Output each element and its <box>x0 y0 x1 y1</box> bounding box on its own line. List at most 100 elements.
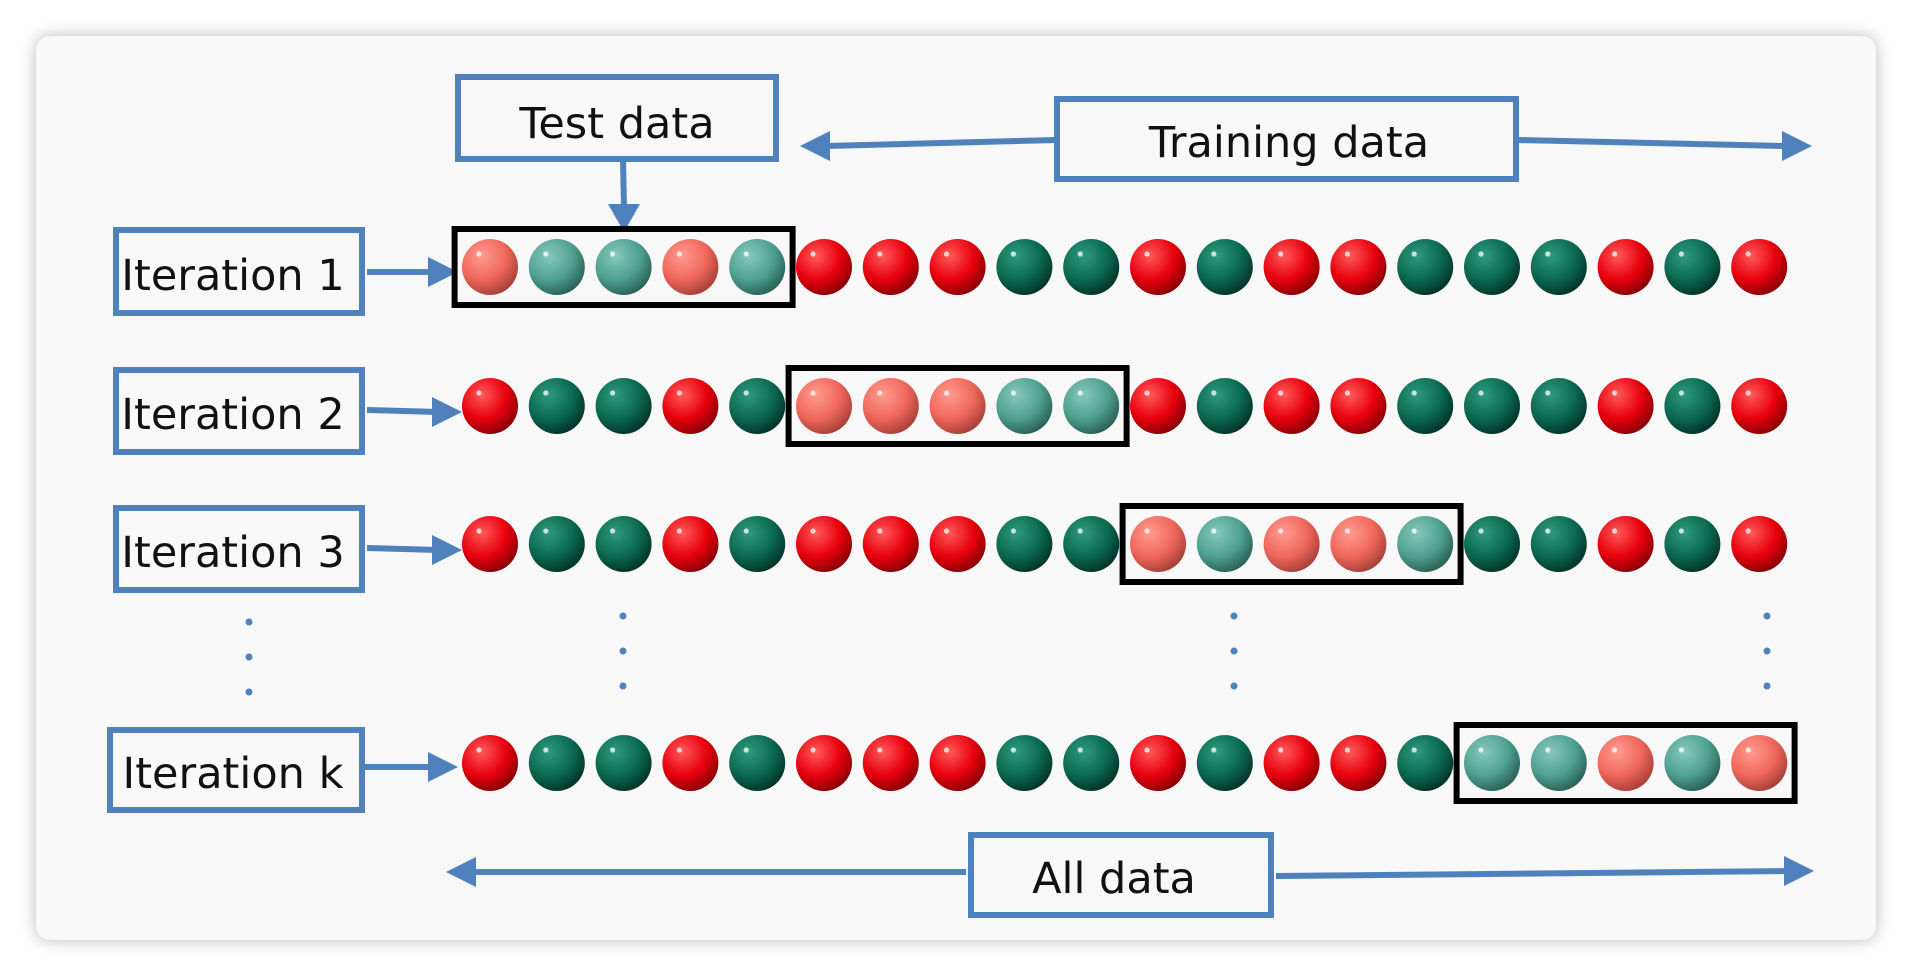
ball-highlight <box>1144 390 1150 396</box>
train-red-ball <box>1597 239 1654 295</box>
ball-highlight <box>1411 251 1417 257</box>
iteration-3-label: Iteration 3 <box>113 505 365 593</box>
train-red-ball <box>1130 378 1186 434</box>
train-red-ball <box>1731 516 1788 572</box>
test-red-ball <box>796 378 852 434</box>
ball-highlight <box>810 251 816 257</box>
ball-highlight <box>1612 747 1618 753</box>
ball-highlight <box>743 390 749 396</box>
train-green-ball <box>1530 516 1587 572</box>
ball-highlight <box>1545 528 1551 534</box>
ball-highlight <box>476 390 482 396</box>
iteration-1-arrow <box>367 257 458 287</box>
train-green-ball <box>1397 239 1454 295</box>
ball-highlight <box>1211 251 1217 257</box>
ball-highlight <box>1077 747 1083 753</box>
ball-highlight <box>1478 528 1484 534</box>
train-green-ball <box>1530 239 1587 295</box>
train-red-ball <box>1597 516 1654 572</box>
train-green-ball <box>1196 378 1253 434</box>
ball-highlight <box>1077 390 1083 396</box>
all-data-left-arrow <box>446 857 966 887</box>
ball-highlight <box>676 747 683 753</box>
ball-highlight <box>610 390 616 396</box>
train-red-ball <box>796 735 852 791</box>
ball-highlight <box>743 528 749 534</box>
ball-highlight <box>944 251 950 257</box>
iteration-3-arrow <box>366 535 462 565</box>
ball-highlight <box>1010 251 1017 257</box>
ball-highlight <box>1278 390 1284 396</box>
train-red-ball <box>1330 239 1387 295</box>
data-rows <box>451 226 1798 804</box>
ball-highlight <box>1745 390 1751 396</box>
test-red-ball <box>929 378 986 434</box>
ball-highlight <box>1344 390 1350 396</box>
iteration-row-4 <box>462 722 1798 804</box>
train-green-ball <box>1464 239 1520 295</box>
ball-highlight <box>1278 528 1284 534</box>
iteration-row-3 <box>462 503 1788 585</box>
ball-highlight <box>1612 251 1618 257</box>
test-fold-box <box>785 365 1130 447</box>
iteration-2-label: Iteration 2 <box>113 367 365 455</box>
train-green-ball <box>1464 516 1520 572</box>
ball-highlight <box>810 528 816 534</box>
test-red-ball <box>1597 735 1654 791</box>
train-red-ball <box>1263 378 1320 434</box>
train-red-ball <box>929 239 986 295</box>
train-green-ball <box>1464 378 1520 434</box>
train-red-ball <box>1330 378 1387 434</box>
ball-highlight <box>1344 251 1350 257</box>
ball-highlight <box>1010 390 1017 396</box>
train-red-ball <box>662 516 719 572</box>
ball-highlight <box>1678 528 1684 534</box>
test-green-ball <box>729 239 786 295</box>
ball-highlight <box>676 251 683 257</box>
ball-highlight <box>1077 251 1083 257</box>
train-green-ball <box>996 516 1053 572</box>
train-red-ball <box>929 516 986 572</box>
train-red-ball <box>1130 239 1186 295</box>
train-red-ball <box>862 239 919 295</box>
train-green-ball <box>1063 516 1120 572</box>
all-data-text: All data <box>1032 854 1196 904</box>
ball-highlight <box>476 251 482 257</box>
ball-highlight <box>1478 390 1484 396</box>
ball-highlight <box>676 528 683 534</box>
train-green-ball <box>729 378 786 434</box>
ball-highlight <box>1211 390 1217 396</box>
train-green-ball <box>1397 735 1454 791</box>
iteration-1-label: Iteration 1 <box>113 227 365 316</box>
ellipsis-dots-right <box>1763 612 1771 690</box>
iteration-row-1 <box>451 226 1788 308</box>
test-green-ball <box>1464 735 1520 791</box>
train-red-ball <box>1263 735 1320 791</box>
ball-highlight <box>610 528 616 534</box>
training-data-left-arrow <box>800 131 1058 161</box>
train-red-ball <box>1731 239 1788 295</box>
train-red-ball <box>1130 735 1186 791</box>
train-green-ball <box>729 516 786 572</box>
test-green-ball <box>1063 378 1120 434</box>
ball-highlight <box>1144 528 1150 534</box>
ball-highlight <box>1745 251 1751 257</box>
ball-highlight <box>1745 747 1751 753</box>
train-red-ball <box>862 735 919 791</box>
ball-highlight <box>1545 390 1551 396</box>
iteration-k-label: Iteration k <box>107 727 365 813</box>
ball-highlight <box>1344 747 1350 753</box>
train-red-ball <box>662 735 719 791</box>
ball-highlight <box>476 747 482 753</box>
test-green-ball <box>996 378 1053 434</box>
test-green-ball <box>1196 516 1253 572</box>
training-data-label: Training data <box>1054 96 1519 182</box>
ball-highlight <box>1211 528 1217 534</box>
ball-highlight <box>1411 528 1417 534</box>
train-green-ball <box>1063 735 1120 791</box>
ball-highlight <box>1545 251 1551 257</box>
train-green-ball <box>1530 378 1587 434</box>
ball-highlight <box>1278 747 1284 753</box>
iteration-k-text: Iteration k <box>123 749 344 799</box>
